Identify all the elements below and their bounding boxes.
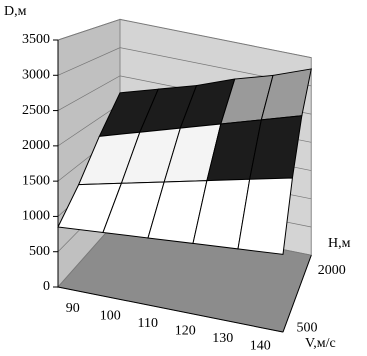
x-tick-label: 120 (175, 323, 196, 338)
grid-line (57, 19, 312, 58)
x-axis-title: V,м/с (305, 336, 336, 351)
x-tick-label: 110 (138, 316, 158, 331)
z-axis-title: D,м (4, 4, 27, 19)
grid-line (57, 47, 312, 87)
x-axis (57, 286, 284, 333)
surface-patch (237, 177, 293, 255)
z-tick-label: 3000 (22, 68, 50, 83)
y-tick-label: 2000 (318, 263, 346, 278)
z-tick-label: 500 (29, 244, 50, 259)
z-tick-label: 2000 (22, 138, 50, 153)
z-tick-label: 2500 (22, 103, 50, 118)
z-tick-label: 1500 (22, 173, 50, 188)
z-tick-label: 1000 (22, 209, 50, 224)
y-tick-label: 500 (297, 321, 318, 336)
z-tick-label: 3500 (22, 32, 50, 47)
x-tick-label: 140 (250, 338, 271, 353)
x-tick-label: 100 (100, 308, 121, 323)
y-axis-title: H,м (328, 236, 351, 251)
z-tick-label: 0 (43, 279, 50, 294)
x-tick-label: 90 (66, 301, 80, 316)
x-tick-label: 130 (212, 331, 233, 346)
y-axis (282, 255, 312, 333)
